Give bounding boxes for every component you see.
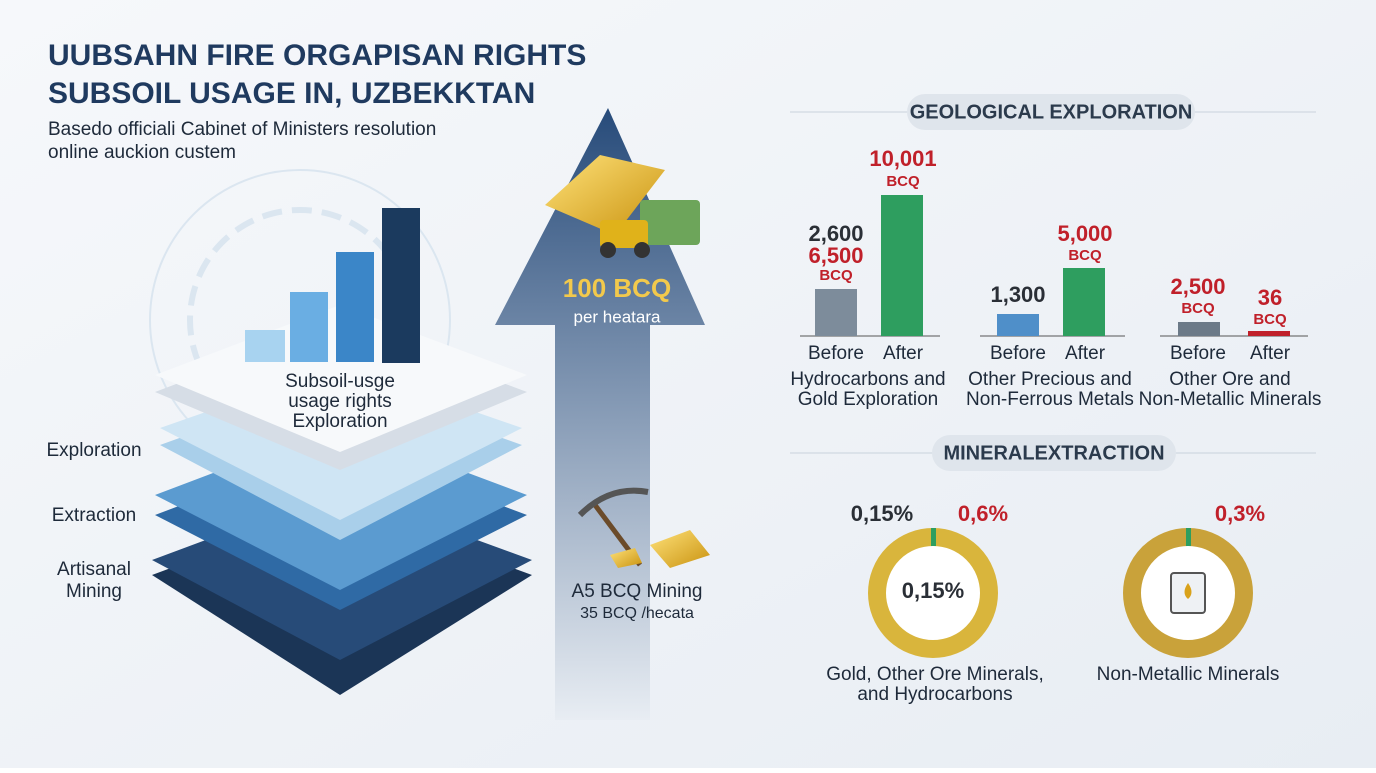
decoration — [1063, 268, 1105, 336]
group-name: Non-Ferrous Metals — [966, 389, 1134, 410]
arrow-unit: per heatara — [574, 307, 661, 326]
axis-label: Before — [808, 343, 864, 364]
decoration — [600, 220, 648, 248]
rate-label: 0,3% — [1215, 501, 1265, 526]
level-label: Artisanal — [57, 559, 131, 580]
value-label: BCQ — [886, 173, 920, 190]
layer-label: Exploration — [292, 411, 387, 432]
decoration — [640, 200, 700, 245]
value-label: 5,000 — [1057, 221, 1112, 246]
rate-center: 0,15% — [902, 578, 964, 603]
title: UUBSAHN FIRE ORGAPISAN RIGHTS — [48, 39, 586, 72]
value-label: BCQ — [819, 267, 853, 284]
decoration — [931, 528, 936, 546]
value-label: BCQ — [1253, 311, 1287, 328]
value-label: 2,500 — [1170, 274, 1225, 299]
group-name: Gold Exploration — [798, 389, 938, 410]
decoration — [610, 548, 642, 568]
value-label: 36 — [1258, 285, 1282, 310]
decoration — [382, 208, 420, 363]
section-title: GEOLOGICAL EXPLORATION — [910, 101, 1193, 123]
decoration — [495, 108, 705, 720]
value-label: 1,300 — [990, 282, 1045, 307]
decoration — [577, 487, 649, 518]
mining-text: A5 BCQ Mining — [572, 581, 703, 602]
group-name: Hydrocarbons and — [790, 369, 945, 390]
decoration — [1184, 583, 1192, 599]
level-label: Extraction — [52, 505, 136, 526]
decoration — [336, 252, 374, 362]
section-title: MINERALEXTRACTION — [943, 442, 1164, 464]
axis-label: After — [883, 343, 924, 364]
value-label: 2,600 — [808, 221, 863, 246]
donut-name: Gold, Other Ore Minerals, — [826, 664, 1044, 685]
rate-label: 0,6% — [958, 501, 1008, 526]
mining-text: 35 BCQ /hecata — [580, 605, 694, 622]
decoration — [1178, 322, 1220, 336]
value-label: BCQ — [1068, 247, 1102, 264]
donut-name: and Hydrocarbons — [857, 684, 1012, 705]
group-name: Non-Metallic Minerals — [1139, 389, 1322, 410]
decoration — [290, 292, 328, 362]
value-label: 6,500 — [808, 243, 863, 268]
subtitle: Basedo officiali Cabinet of Ministers re… — [48, 119, 436, 140]
value-label: 10,001 — [869, 146, 936, 171]
value-label: BCQ — [1181, 300, 1215, 317]
layer-label: Subsoil-usge — [285, 371, 395, 392]
decoration — [545, 155, 665, 235]
title: SUBSOIL USAGE IN, UZBEKKTAN — [48, 77, 535, 110]
decoration — [245, 330, 285, 362]
decoration — [815, 289, 857, 336]
donut-name: Non-Metallic Minerals — [1097, 664, 1280, 685]
axis-label: Before — [990, 343, 1046, 364]
decoration — [997, 314, 1039, 336]
level-label: Exploration — [46, 440, 141, 461]
axis-label: Before — [1170, 343, 1226, 364]
rate-label: 0,15% — [851, 501, 913, 526]
subtitle: online auckion custem — [48, 142, 236, 163]
decoration — [907, 94, 1195, 130]
decoration — [634, 242, 650, 258]
level-label: Mining — [66, 581, 122, 602]
decoration — [650, 530, 710, 568]
layer-label: usage rights — [288, 391, 392, 412]
decoration — [600, 242, 616, 258]
axis-label: After — [1065, 343, 1106, 364]
decoration — [881, 195, 923, 336]
group-name: Other Precious and — [968, 369, 1132, 390]
axis-label: After — [1250, 343, 1291, 364]
decoration — [1248, 331, 1290, 336]
decoration — [932, 435, 1176, 471]
arrow-price: 100 BCQ — [563, 273, 671, 303]
decoration — [1186, 528, 1191, 546]
group-name: Other Ore and — [1169, 369, 1290, 390]
